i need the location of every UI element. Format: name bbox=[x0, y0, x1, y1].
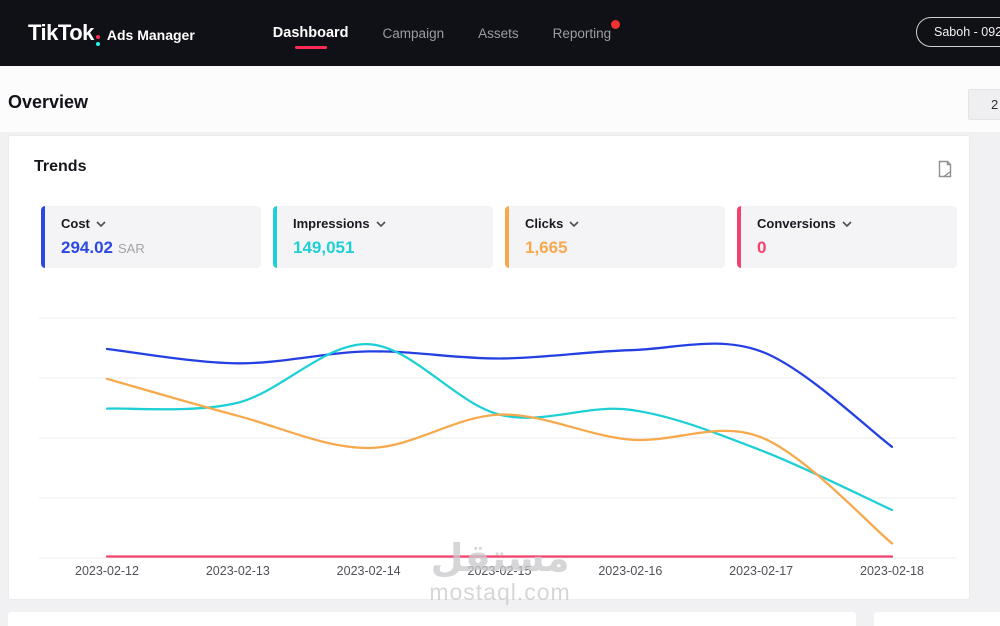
conversions-label: Conversions bbox=[757, 216, 836, 231]
metric-card-cost[interactable]: Cost 294.02 SAR bbox=[41, 206, 261, 268]
tiktok-ads-manager-logo[interactable]: TikTok Ads Manager bbox=[28, 20, 195, 47]
tab-reporting-label: Reporting bbox=[552, 25, 612, 41]
impressions-label: Impressions bbox=[293, 216, 370, 231]
page-title: Overview bbox=[8, 92, 89, 112]
conversions-value: 0 bbox=[757, 238, 767, 257]
chevron-down-icon bbox=[376, 220, 386, 227]
x-axis-tick-label: 2023-02-17 bbox=[729, 564, 794, 578]
overview-header-band: Overview 2 bbox=[0, 66, 1000, 132]
metric-cards-row: Cost 294.02 SAR Impressions 149,051 Clic… bbox=[41, 206, 957, 268]
cost-value: 294.02 bbox=[61, 238, 113, 257]
tab-assets-label: Assets bbox=[478, 25, 519, 41]
x-axis-tick-label: 2023-02-18 bbox=[860, 564, 924, 578]
conversions-accent-bar bbox=[737, 206, 741, 268]
next-section-side-card-stub bbox=[874, 612, 1000, 626]
clicks-value: 1,665 bbox=[525, 238, 568, 257]
account-button[interactable]: Saboh - 092 bbox=[916, 17, 1000, 47]
tiktok-colon-icon bbox=[95, 34, 100, 46]
metric-card-conversions[interactable]: Conversions 0 bbox=[737, 206, 957, 268]
account-label: Saboh - 092 bbox=[934, 25, 1000, 39]
chevron-down-icon bbox=[842, 220, 852, 227]
cost-currency: SAR bbox=[118, 241, 145, 256]
top-navbar: TikTok Ads Manager Dashboard Campaign As… bbox=[0, 0, 1000, 66]
impressions-value: 149,051 bbox=[293, 238, 355, 257]
metric-card-clicks[interactable]: Clicks 1,665 bbox=[505, 206, 725, 268]
series-line-clicks bbox=[105, 377, 894, 545]
clicks-label: Clicks bbox=[525, 216, 564, 231]
date-range-label: 2 bbox=[991, 97, 999, 112]
tab-dashboard[interactable]: Dashboard bbox=[273, 15, 349, 51]
metric-card-impressions[interactable]: Impressions 149,051 bbox=[273, 206, 493, 268]
tab-campaign[interactable]: Campaign bbox=[383, 16, 445, 51]
product-name: Ads Manager bbox=[106, 26, 195, 43]
x-axis-tick-label: 2023-02-15 bbox=[467, 564, 532, 578]
x-axis-tick-label: 2023-02-14 bbox=[336, 564, 401, 578]
tiktok-brand-text: TikTok bbox=[28, 19, 94, 45]
main-nav-tabs: Dashboard Campaign Assets Reporting bbox=[273, 15, 621, 51]
chevron-down-icon bbox=[569, 220, 579, 227]
chevron-down-icon bbox=[96, 220, 106, 227]
cost-label: Cost bbox=[61, 216, 90, 231]
tab-dashboard-label: Dashboard bbox=[272, 25, 349, 41]
x-axis-tick-label: 2023-02-12 bbox=[75, 564, 139, 578]
x-axis-tick-label: 2023-02-13 bbox=[205, 564, 270, 578]
notification-dot bbox=[611, 19, 621, 29]
trends-title: Trends bbox=[34, 158, 87, 175]
x-axis-tick-label: 2023-02-16 bbox=[598, 564, 663, 578]
series-line-cost bbox=[105, 342, 894, 448]
series-line-impressions bbox=[105, 343, 894, 512]
export-report-icon[interactable] bbox=[935, 159, 955, 179]
tab-assets[interactable]: Assets bbox=[478, 16, 519, 51]
trends-line-chart[interactable] bbox=[9, 136, 971, 601]
cost-accent-bar bbox=[41, 206, 45, 268]
clicks-accent-bar bbox=[505, 206, 509, 268]
date-range-button[interactable]: 2 bbox=[968, 89, 1000, 120]
tab-reporting[interactable]: Reporting bbox=[552, 16, 621, 51]
tab-campaign-label: Campaign bbox=[382, 25, 445, 41]
next-section-card-stub bbox=[8, 612, 856, 626]
trends-card: Trends Cost 294.02 SAR Impressions bbox=[8, 135, 970, 600]
impressions-accent-bar bbox=[273, 206, 277, 268]
active-tab-underline bbox=[294, 46, 327, 49]
